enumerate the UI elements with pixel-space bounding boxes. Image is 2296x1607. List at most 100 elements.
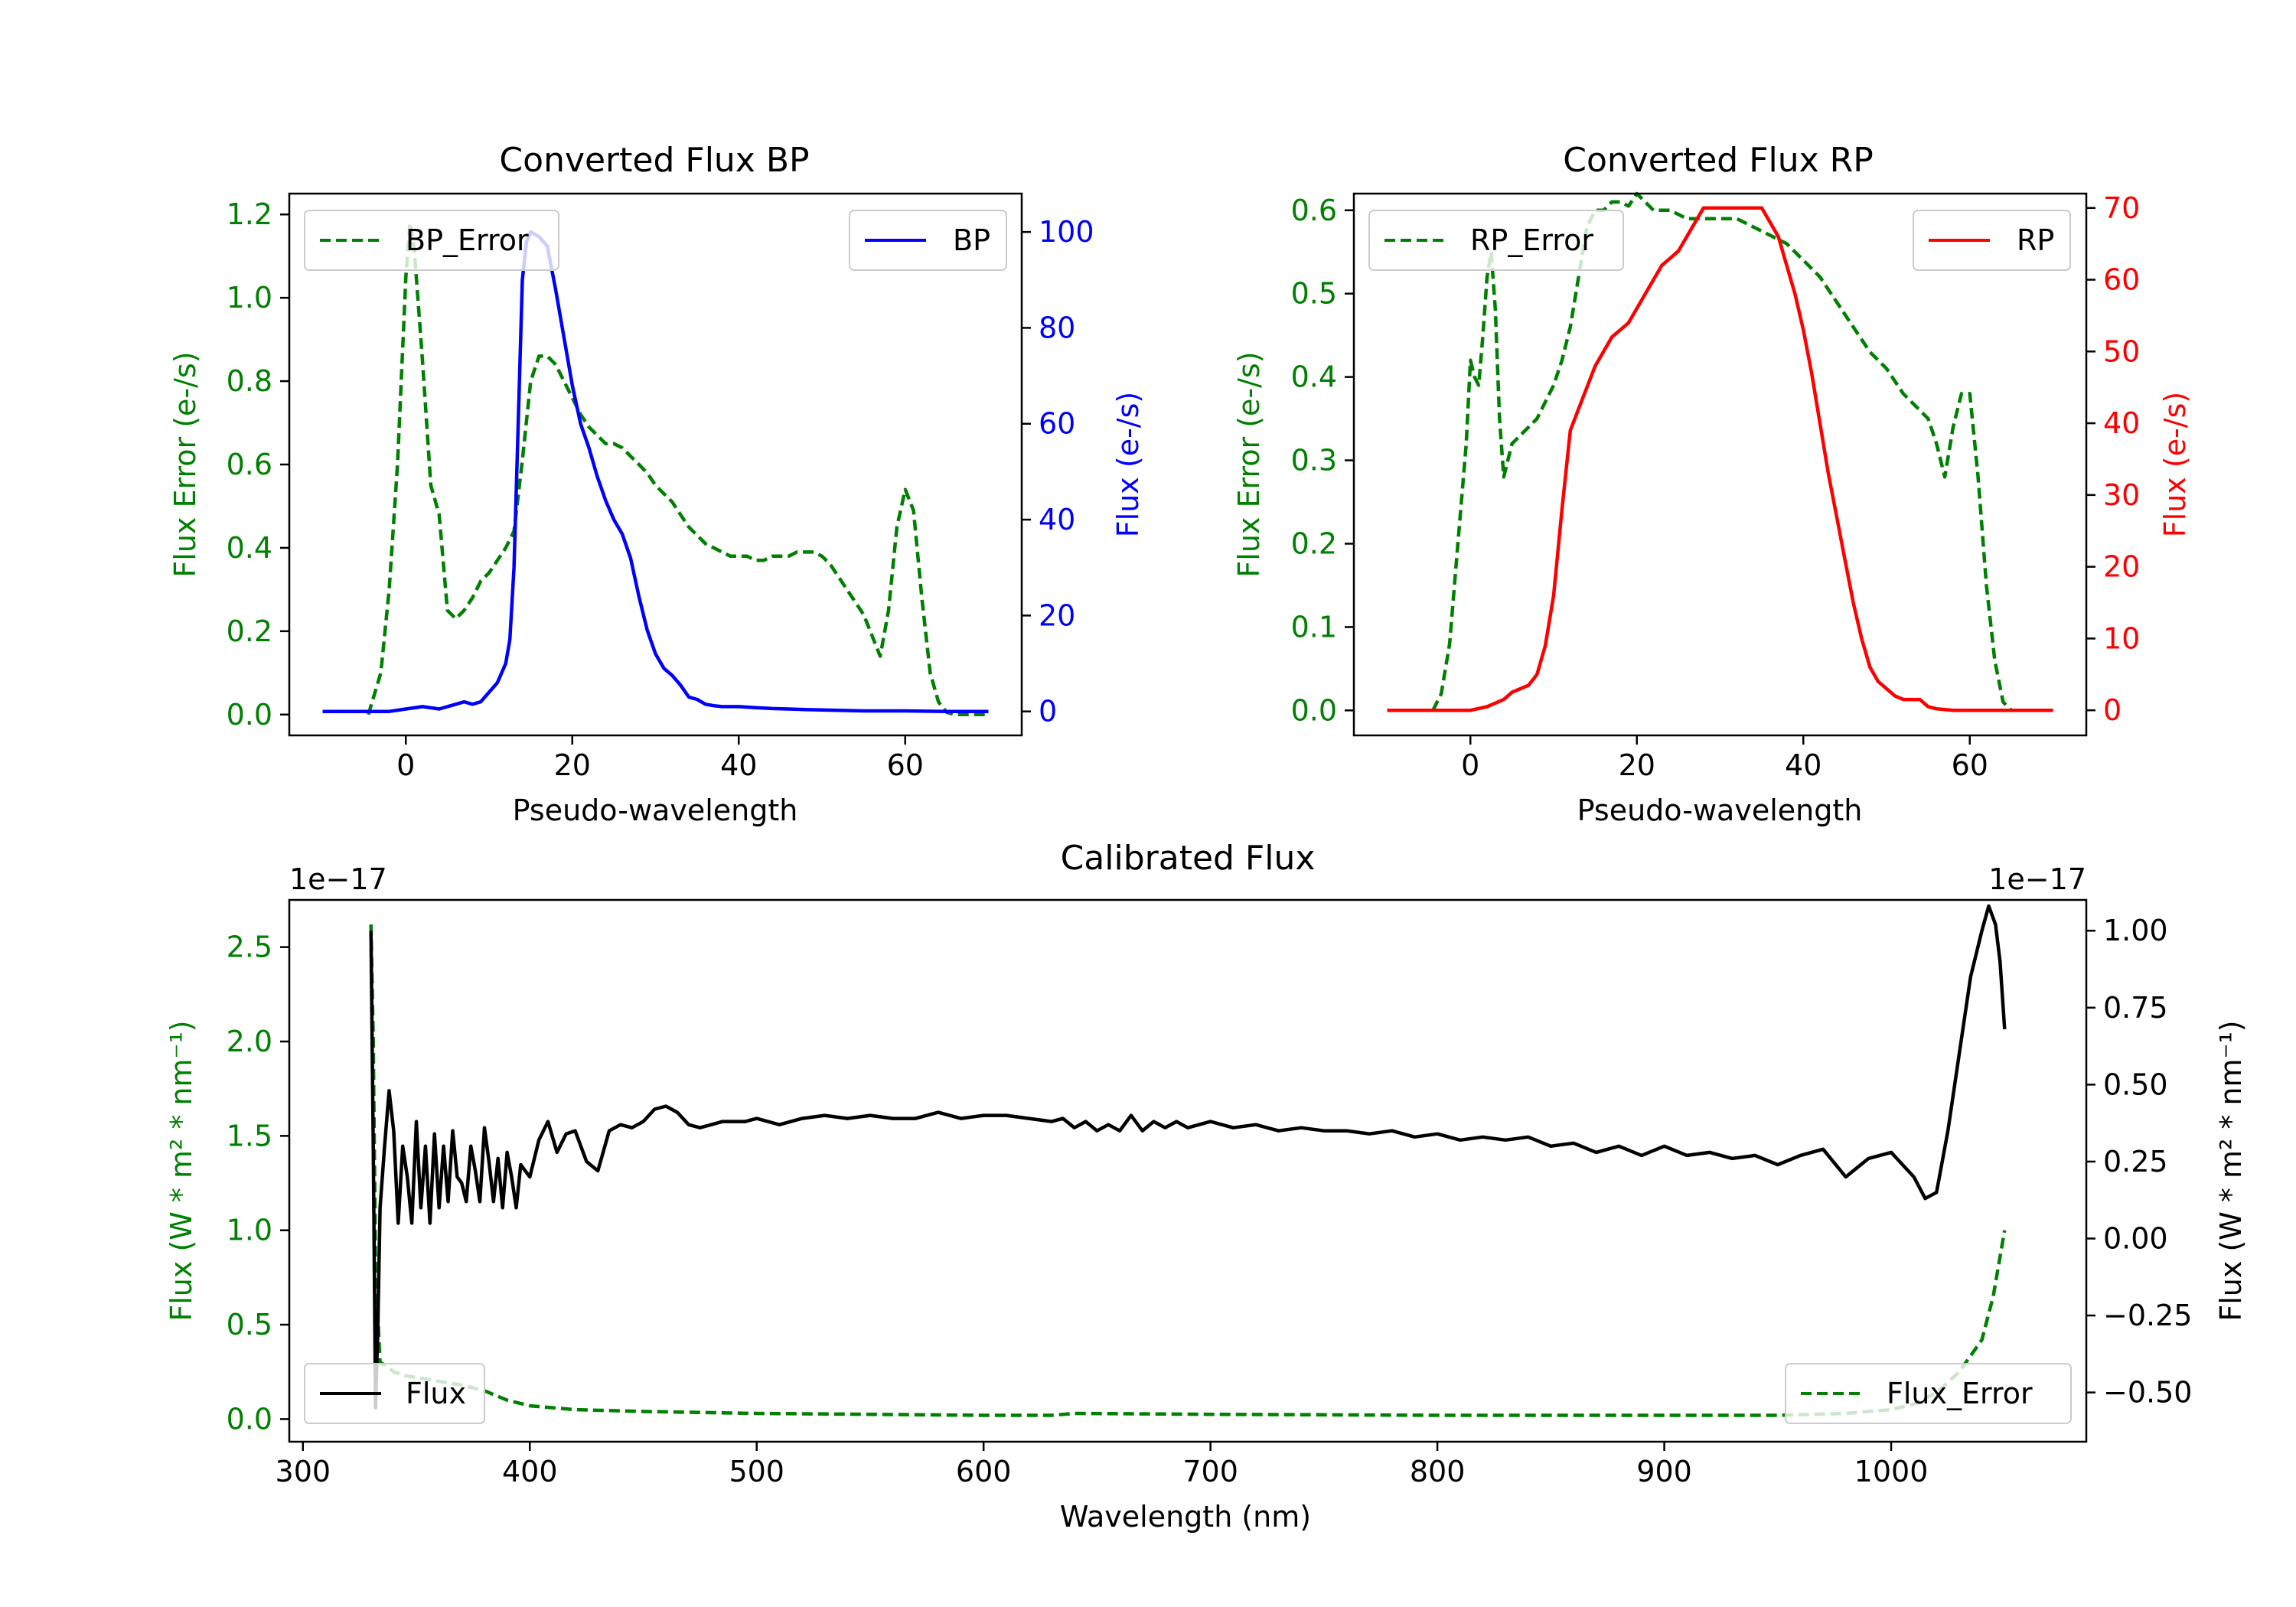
cal-y-left-tick-label: 0.0 xyxy=(227,1402,272,1436)
rp-x-tick-label: 40 xyxy=(1785,748,1821,782)
bp-legend-error-label: BP_Error xyxy=(406,223,529,257)
cal-x-tick-label: 1000 xyxy=(1854,1455,1929,1488)
rp-y-left-tick-label: 0.4 xyxy=(1291,360,1337,394)
cal-y-right-tick-label: 0.00 xyxy=(2103,1222,2168,1256)
cal-y-right-tick-label: −0.50 xyxy=(2103,1376,2192,1410)
cal-y-right-tick-label: 0.75 xyxy=(2103,991,2168,1025)
panel-calibrated: Calibrated Flux 1e−17 1e−17 300 400 500 600… xyxy=(165,839,2248,1534)
bp-y-left-tick-label: 0.8 xyxy=(227,364,272,398)
cal-y-left-tick-label: 1.5 xyxy=(227,1119,272,1152)
cal-offset-right: 1e−17 xyxy=(1988,862,2086,896)
cal-legend-flux-label: Flux xyxy=(406,1377,466,1410)
cal-y-ticks-right: −0.50 −0.25 0.00 0.25 0.50 0.75 1.00 xyxy=(2086,914,2192,1410)
rp-legend-error: RP_Error xyxy=(1368,210,1624,271)
rp-y-right-tick-label: 20 xyxy=(2103,550,2140,584)
rp-y-left-tick-label: 0.3 xyxy=(1291,444,1337,478)
bp-legend-error-box xyxy=(304,210,559,271)
cal-y-left-tick-label: 1.0 xyxy=(227,1214,272,1247)
cal-flux-series xyxy=(369,904,2007,1410)
bp-y-right-tick-label: 20 xyxy=(1039,598,1075,632)
rp-y-left-tick-label: 0.5 xyxy=(1291,277,1337,311)
bp-y-left-tick-label: 1.0 xyxy=(227,281,272,315)
bp-x-tick-label: 20 xyxy=(554,748,591,782)
bp-y-label-right: Flux (e-/s) xyxy=(1111,392,1145,537)
bp-y-label-left: Flux Error (e-/s) xyxy=(168,351,202,577)
cal-legend-error: Flux_Error xyxy=(1785,1363,2072,1424)
cal-y-left-tick-label: 0.5 xyxy=(227,1308,272,1341)
bp-y-right-tick-label: 60 xyxy=(1039,407,1075,441)
rp-y-left-tick-label: 0.0 xyxy=(1291,693,1337,727)
cal-y-right-tick-label: −0.25 xyxy=(2103,1299,2192,1332)
rp-x-tick-label: 60 xyxy=(1952,748,1988,782)
bp-y-right-tick-label: 40 xyxy=(1039,503,1075,536)
bp-x-ticks: 0 20 40 60 xyxy=(396,735,924,782)
cal-y-left-tick-label: 2.0 xyxy=(227,1025,272,1058)
cal-x-tick-label: 600 xyxy=(956,1455,1012,1488)
bp-x-tick-label: 40 xyxy=(720,748,757,782)
cal-y-right-tick-label: 1.00 xyxy=(2103,914,2168,947)
bp-legend-flux: BP xyxy=(849,210,1007,271)
bp-y-right-tick-label: 80 xyxy=(1039,311,1075,344)
bp-legend-flux-box xyxy=(849,210,1007,271)
cal-legend-flux-box xyxy=(304,1363,485,1424)
bp-y-right-tick-label: 0 xyxy=(1039,695,1057,729)
bp-x-label: Pseudo-wavelength xyxy=(513,794,798,827)
bp-y-ticks-right: 0 20 40 60 80 100 xyxy=(1022,215,1094,729)
bp-y-right-tick-label: 100 xyxy=(1039,215,1094,249)
rp-y-right-tick-label: 60 xyxy=(2103,263,2140,297)
cal-x-label: Wavelength (nm) xyxy=(1060,1500,1311,1534)
rp-axes-frame xyxy=(1352,192,2088,737)
rp-y-right-tick-label: 10 xyxy=(2103,621,2140,655)
bp-legend-error: BP_Error xyxy=(304,210,559,271)
panel-rp: Converted Flux RP 0 20 40 60 0.00.10.20.30.… xyxy=(1232,141,2192,827)
cal-y-right-tick-label: 0.25 xyxy=(2103,1145,2168,1178)
rp-y-right-tick-label: 50 xyxy=(2103,334,2140,368)
rp-flux-series xyxy=(1387,206,2053,712)
rp-y-right-tick-label: 0 xyxy=(2103,693,2122,727)
cal-legend-flux: Flux xyxy=(304,1363,485,1424)
cal-legend-error-label: Flux_Error xyxy=(1887,1377,2033,1410)
panel-bp: Converted Flux BP 0 20 40 60 0.00.20.40.60.… xyxy=(168,141,1145,827)
rp-y-left-tick-label: 0.2 xyxy=(1291,526,1337,560)
rp-x-label: Pseudo-wavelength xyxy=(1577,794,1863,827)
bp-y-left-tick-label: 0.0 xyxy=(227,698,272,732)
rp-legend-error-label: RP_Error xyxy=(1470,223,1593,257)
rp-legend-flux: RP xyxy=(1913,210,2071,271)
rp-y-left-tick-label: 0.6 xyxy=(1291,194,1337,227)
cal-x-tick-label: 700 xyxy=(1182,1455,1238,1488)
cal-y-left-tick-label: 2.5 xyxy=(227,931,272,964)
bp-y-left-tick-label: 0.6 xyxy=(227,448,272,481)
cal-line-flux xyxy=(369,904,2007,1410)
cal-axes-frame xyxy=(288,898,2088,1443)
bp-y-left-tick-label: 0.4 xyxy=(227,531,272,565)
bp-y-left-tick-label: 0.2 xyxy=(227,614,272,648)
rp-x-ticks: 0 20 40 60 xyxy=(1461,735,1988,782)
bp-legend-flux-label: BP xyxy=(953,223,990,257)
rp-y-right-tick-label: 40 xyxy=(2103,406,2140,440)
bp-line-bp xyxy=(322,230,989,713)
bp-flux-series xyxy=(322,230,989,713)
cal-y-label-right: Flux (W * m² * nm⁻¹) xyxy=(2214,1020,2248,1321)
bp-y-ticks-left: 0.0 0.2 0.4 0.6 0.8 1.0 1.2 xyxy=(227,197,289,732)
rp-y-label-right: Flux (e-/s) xyxy=(2158,392,2192,537)
rp-title: Converted Flux RP xyxy=(1563,141,1874,180)
rp-y-left-tick-label: 0.1 xyxy=(1291,610,1337,644)
rp-y-right-tick-label: 30 xyxy=(2103,478,2140,512)
rp-line-rp xyxy=(1387,206,2053,712)
cal-y-ticks-left: 0.0 0.5 1.0 1.5 2.0 2.5 xyxy=(227,931,289,1436)
rp-x-tick-label: 0 xyxy=(1461,748,1479,782)
cal-x-tick-label: 400 xyxy=(502,1455,558,1488)
cal-x-tick-label: 300 xyxy=(276,1455,331,1488)
rp-x-tick-label: 20 xyxy=(1619,748,1655,782)
rp-y-ticks-left: 0.0 0.1 0.2 0.3 0.4 0.5 0.6 xyxy=(1291,194,1354,727)
cal-offset-left: 1e−17 xyxy=(289,862,387,896)
cal-x-tick-label: 800 xyxy=(1410,1455,1466,1488)
rp-y-right-tick-label: 70 xyxy=(2103,191,2140,225)
cal-legend-error-box xyxy=(1785,1363,2072,1424)
rp-legend-flux-box xyxy=(1913,210,2071,271)
cal-y-right-tick-label: 0.50 xyxy=(2103,1068,2168,1101)
bp-x-tick-label: 60 xyxy=(887,748,924,782)
bp-y-left-tick-label: 1.2 xyxy=(227,197,272,231)
rp-legend-flux-label: RP xyxy=(2017,223,2054,257)
